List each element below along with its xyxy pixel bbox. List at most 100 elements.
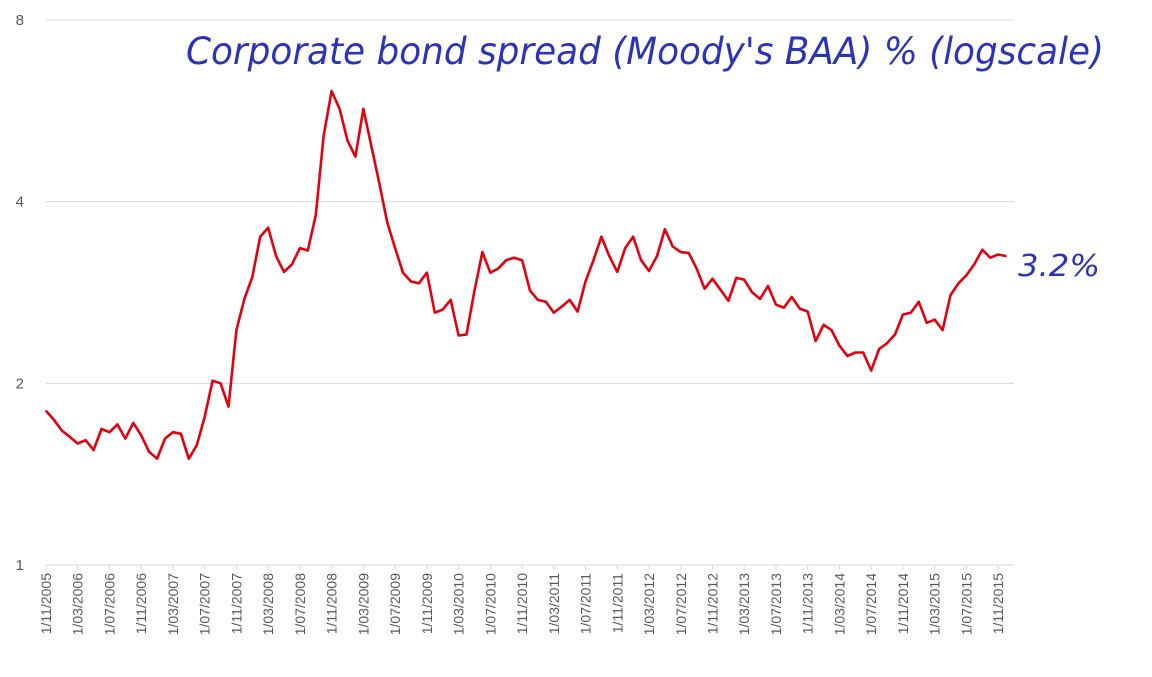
x-tick-label: 1/11/2013 (800, 573, 816, 634)
data-point (878, 348, 880, 350)
data-point (957, 282, 960, 285)
x-tick-label: 1/03/2007 (165, 573, 181, 635)
x-tick-label: 1/11/2007 (228, 573, 244, 634)
data-point (418, 282, 420, 285)
data-point (346, 139, 349, 142)
data-point (188, 457, 190, 460)
chart-title: Corporate bond spread (Moody's BAA) % (l… (186, 30, 1104, 73)
data-point (402, 271, 404, 274)
series-group (45, 89, 1007, 461)
data-point (798, 307, 801, 310)
data-point (553, 311, 555, 314)
data-point (394, 247, 396, 249)
x-tick-label: 1/03/2012 (641, 573, 657, 635)
x-tick-label: 1/11/2011 (609, 573, 625, 633)
x-axis-ticks: 1/11/2005 1/03/2006 1/07/2006 1/11/2006 1/03… (38, 565, 1006, 635)
data-point (648, 270, 650, 272)
x-tick-label: 1/03/2008 (260, 573, 276, 635)
data-point (69, 436, 71, 438)
data-point (791, 296, 793, 298)
x-tick-label: 1/11/2008 (324, 573, 340, 634)
data-point (307, 249, 309, 252)
data-point (243, 298, 246, 300)
data-point (933, 318, 936, 321)
data-point (124, 437, 127, 440)
data-point (600, 235, 603, 238)
data-point (441, 308, 444, 311)
x-tick-label: 1/07/2011 (578, 573, 594, 634)
data-point (449, 299, 452, 301)
x-tick-label: 1/03/2015 (927, 573, 943, 635)
data-point (743, 278, 746, 281)
x-tick-label: 1/07/2009 (387, 573, 403, 635)
data-point (164, 437, 166, 440)
x-tick-label: 1/11/2015 (990, 573, 1006, 634)
x-tick-label: 1/07/2006 (101, 573, 117, 635)
x-tick-label: 1/03/2011 (546, 573, 562, 634)
data-point (156, 457, 158, 460)
data-point (513, 256, 515, 259)
x-tick-label: 1/07/2010 (482, 573, 498, 635)
data-point (259, 235, 262, 238)
y-tick-label: 8 (16, 12, 24, 29)
data-point (172, 431, 174, 433)
data-point (759, 298, 761, 300)
x-tick-label: 1/11/2012 (704, 573, 720, 634)
data-point (505, 259, 507, 261)
data-point (426, 271, 428, 274)
data-point (822, 324, 825, 326)
data-point (457, 334, 460, 337)
x-tick-label: 1/07/2015 (958, 573, 974, 635)
data-point (656, 255, 658, 257)
x-tick-label: 1/03/2013 (736, 573, 752, 635)
data-point (537, 299, 539, 301)
data-point (267, 227, 269, 229)
data-point (941, 329, 944, 331)
data-point (108, 431, 111, 433)
data-point (465, 333, 468, 336)
data-point (973, 263, 976, 266)
y-tick-label: 2 (16, 375, 24, 392)
data-point (584, 280, 587, 283)
data-point (338, 108, 341, 110)
data-point (148, 451, 150, 453)
data-point (84, 439, 87, 441)
data-point (894, 333, 896, 336)
data-point (386, 221, 388, 223)
data-point (92, 449, 95, 451)
data-point (775, 303, 777, 306)
data-point (299, 247, 301, 249)
data-point (275, 255, 277, 257)
data-point (140, 434, 143, 437)
data-point (180, 432, 182, 435)
x-tick-label: 1/11/2005 (38, 573, 54, 634)
data-point (529, 289, 531, 292)
y-tick-label: 1 (16, 557, 24, 574)
data-point (640, 259, 642, 261)
data-point (370, 145, 373, 147)
data-point (965, 274, 968, 277)
data-point (616, 271, 619, 273)
data-point (806, 310, 809, 313)
data-point (481, 251, 484, 253)
data-point (61, 429, 63, 432)
data-point (830, 329, 833, 331)
end-value-annotation: 3.2% (1018, 249, 1100, 284)
data-point (989, 256, 991, 259)
data-point (917, 300, 920, 303)
data-point (132, 422, 135, 424)
data-point (925, 321, 928, 324)
x-tick-label: 1/03/2010 (451, 573, 467, 635)
data-point (695, 267, 698, 270)
data-point (664, 228, 666, 231)
data-point (711, 278, 714, 280)
data-point (608, 255, 611, 257)
data-point (949, 294, 952, 296)
data-point (45, 410, 47, 412)
data-point (227, 405, 230, 408)
data-point (330, 90, 333, 92)
data-point (632, 235, 634, 238)
data-point (489, 271, 492, 274)
data-point (497, 267, 500, 270)
